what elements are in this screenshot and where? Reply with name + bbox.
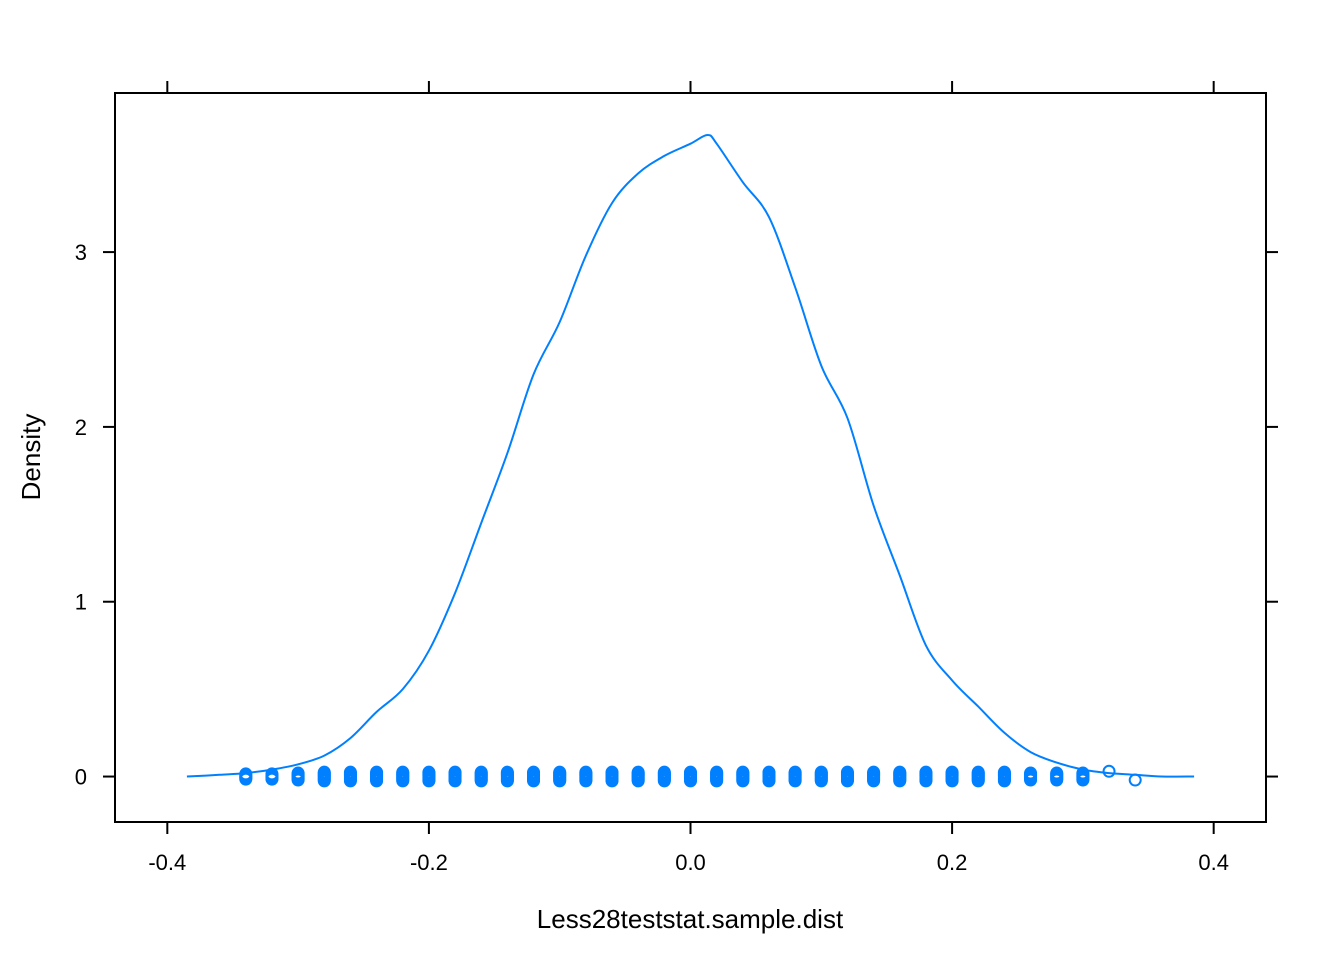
rug-point: [500, 765, 514, 779]
rug-point: [945, 765, 959, 779]
rug-point: [631, 765, 645, 779]
rug-point: [657, 765, 671, 779]
y-tick-label: 1: [75, 590, 87, 615]
rug-point: [762, 765, 776, 779]
rug-point: [867, 765, 881, 779]
rug-point: [396, 765, 410, 779]
rug-point: [553, 765, 567, 779]
density-curve: [186, 133, 1195, 778]
rug-point: [788, 765, 802, 779]
rug-point: [448, 765, 462, 779]
y-tick-label: 2: [75, 415, 87, 440]
rug-point: [265, 767, 279, 781]
rug-point: [919, 765, 933, 779]
x-tick-label: 0.2: [937, 850, 968, 875]
rug-point: [814, 765, 828, 779]
rug-point: [527, 765, 541, 779]
rug-point: [370, 765, 384, 779]
x-axis-title: Less28teststat.sample.dist: [537, 904, 844, 934]
rug-point: [291, 766, 305, 780]
rug-point: [1128, 773, 1142, 787]
rug-point: [1076, 766, 1090, 780]
rug-points: [239, 764, 1142, 788]
rug-point: [710, 765, 724, 779]
x-tick-label: -0.4: [148, 850, 186, 875]
x-tick-label: 0.0: [675, 850, 706, 875]
rug-point: [1050, 766, 1064, 780]
rug-point: [997, 765, 1011, 779]
x-axis: -0.4 -0.2 0.0 0.2 0.4: [148, 81, 1229, 875]
plot-frame: [114, 92, 1267, 823]
rug-point: [474, 765, 488, 779]
rug-point: [605, 765, 619, 779]
rug-point: [684, 765, 697, 779]
rug-point: [971, 765, 985, 779]
rug-point: [422, 765, 436, 779]
rug-point: [736, 765, 750, 779]
rug-point: [840, 765, 854, 779]
rug-point: [1024, 766, 1038, 780]
rug-point: [343, 765, 357, 779]
y-tick-label: 3: [75, 240, 87, 265]
rug-point: [1102, 764, 1116, 778]
x-tick-label: 0.4: [1198, 850, 1229, 875]
rug-point: [579, 765, 593, 779]
rug-point: [893, 765, 907, 779]
x-tick-label: -0.2: [410, 850, 448, 875]
rug-point: [317, 765, 331, 779]
y-axis-title: Density: [16, 414, 46, 501]
y-tick-label: 0: [75, 765, 87, 790]
y-axis: 0 1 2 3: [75, 240, 1278, 790]
